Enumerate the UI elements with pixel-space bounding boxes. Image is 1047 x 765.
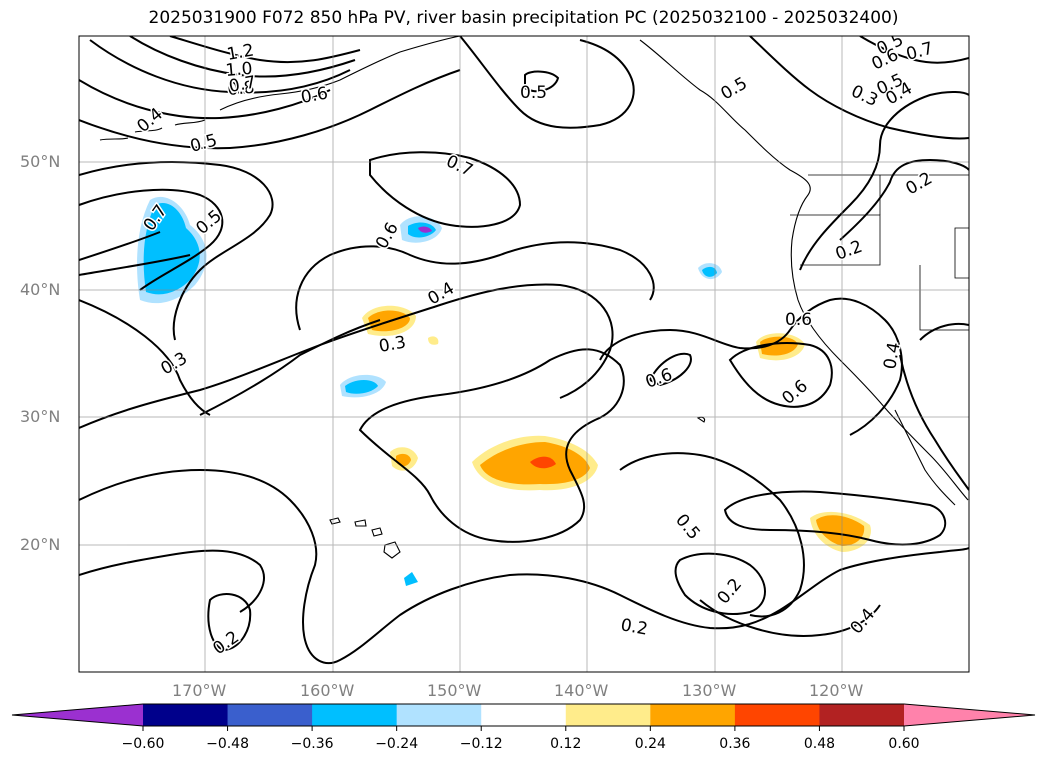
colorbar-segment bbox=[650, 704, 736, 726]
contour-label: 1.0 bbox=[225, 59, 254, 81]
colorbar-tick-label: −0.60 bbox=[121, 736, 165, 752]
colorbar-segment bbox=[481, 704, 567, 726]
colorbar-segment bbox=[819, 704, 905, 726]
colorbar bbox=[11, 703, 1036, 731]
contour-label: 0.6 bbox=[299, 84, 329, 108]
colorbar-tick-label: 0.60 bbox=[888, 736, 920, 752]
lat-label-40n: 40°N bbox=[20, 280, 61, 299]
alaska-coast bbox=[219, 36, 461, 111]
contour-label: 0.2 bbox=[903, 168, 936, 199]
colorbar-extend-high bbox=[904, 704, 1035, 726]
lon-label-160w: 160°W bbox=[300, 681, 355, 700]
contour-label: 0.3 bbox=[377, 333, 407, 357]
shade-negative-small bbox=[404, 572, 418, 586]
baja-coast bbox=[894, 409, 956, 506]
colorbar-segment bbox=[565, 704, 651, 726]
shade-positive-core bbox=[530, 456, 556, 469]
contour-label: 0.5 bbox=[718, 73, 751, 104]
colorbar-tick-label: −0.36 bbox=[290, 736, 334, 752]
lat-label-20n: 20°N bbox=[20, 535, 61, 554]
colorbar-tick-label: 0.12 bbox=[550, 736, 582, 752]
colorbar-tick-label: −0.24 bbox=[375, 736, 419, 752]
colorbar-segment bbox=[312, 704, 398, 726]
colorbar-tick-label: 0.36 bbox=[719, 736, 751, 752]
north-america-coast bbox=[639, 39, 969, 501]
lon-label-170w: 170°W bbox=[172, 681, 227, 700]
hawaii-islands bbox=[329, 517, 401, 559]
lon-label-140w: 140°W bbox=[554, 681, 609, 700]
contour-label: 0.7 bbox=[227, 73, 257, 97]
aleutian-islands bbox=[99, 119, 206, 141]
contour-label: 0.2 bbox=[833, 237, 865, 265]
contour-label: 0.7 bbox=[443, 151, 476, 181]
lat-label-50n: 50°N bbox=[20, 152, 61, 171]
coastlines bbox=[99, 36, 969, 559]
colorbar-tick-label: −0.12 bbox=[459, 736, 503, 752]
contour-label: 0.4 bbox=[847, 605, 880, 639]
contour-label: 0.2 bbox=[714, 575, 747, 609]
colorbar-extend-low bbox=[12, 704, 143, 726]
colorbar-tick-label: −0.48 bbox=[206, 736, 249, 752]
colorbar-segment bbox=[734, 704, 820, 726]
contour-label: 0.8 bbox=[227, 78, 256, 100]
lon-label-150w: 150°W bbox=[427, 681, 482, 700]
contour-label: 0.2 bbox=[209, 627, 243, 659]
contour-label: 0.6 bbox=[785, 310, 812, 330]
precip-shading bbox=[137, 196, 871, 586]
island-small bbox=[696, 416, 706, 423]
contour-label: 0.5 bbox=[520, 83, 547, 103]
graticule bbox=[79, 36, 969, 672]
political-borders bbox=[790, 174, 969, 331]
lat-label-30n: 30°N bbox=[20, 407, 61, 426]
map-frame bbox=[78, 35, 970, 673]
colorbar-segment bbox=[143, 704, 229, 726]
contour-label: 0.5 bbox=[671, 510, 704, 544]
colorbar-segment bbox=[396, 704, 482, 726]
contour-label: 0.5 bbox=[188, 131, 219, 157]
map-area: 1.21.00.80.7 0.60.50.40.50.70.7 0.5 0.60.40… bbox=[79, 36, 969, 672]
contour-label: 0.2 bbox=[619, 615, 649, 639]
contour-label: 0.4 bbox=[425, 278, 458, 309]
shade-purple bbox=[418, 226, 432, 233]
contour-label: 0.6 bbox=[643, 365, 675, 393]
lon-label-120w: 120°W bbox=[809, 681, 864, 700]
contour-label: 0.7 bbox=[904, 39, 935, 65]
map-title: 2025031900 F072 850 hPa PV, river basin … bbox=[148, 8, 899, 28]
contour-label: 0.6 bbox=[778, 376, 812, 409]
colorbar-tick-label: 0.24 bbox=[634, 736, 666, 752]
contour-labels: 1.21.00.80.7 0.60.50.40.50.70.7 0.5 0.60.40… bbox=[132, 36, 938, 661]
colorbar-segment bbox=[227, 704, 313, 726]
colorbar-tick-label: 0.48 bbox=[803, 736, 836, 752]
shade-negative-west-core bbox=[143, 202, 200, 295]
lon-label-130w: 130°W bbox=[682, 681, 737, 700]
